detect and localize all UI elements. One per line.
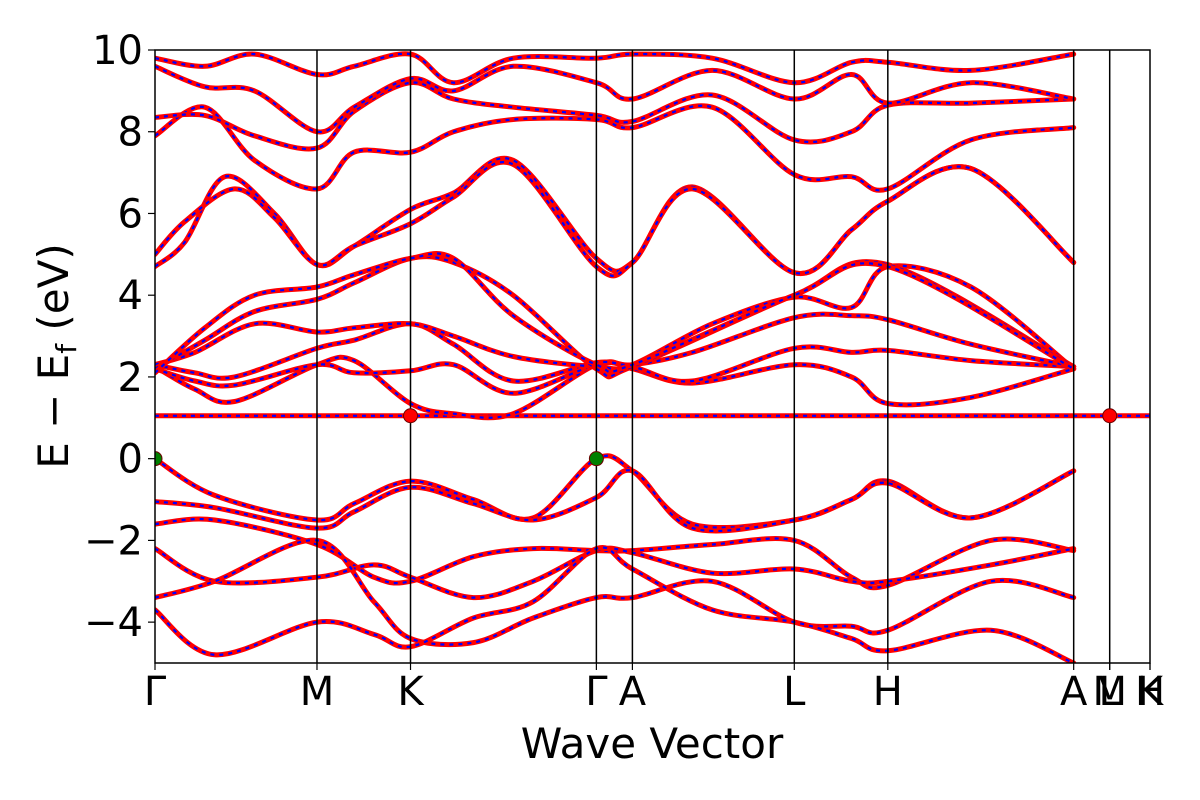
band-line-1	[155, 453, 1077, 531]
x-axis-ticks: Γ M K Γ A L H A LM KH	[144, 663, 1165, 715]
y-tick-label-0: 10	[92, 28, 143, 74]
band-line-dashed-2	[155, 469, 1075, 533]
y-axis-label-main: E − E	[29, 354, 78, 469]
band-line-dashed-12	[155, 252, 1075, 374]
y-tick-label-7: −4	[84, 600, 143, 646]
extremum-marker-3	[1102, 408, 1118, 424]
y-axis-label-sub: f	[50, 343, 83, 354]
x-tick-label-1: M	[300, 669, 335, 715]
x-tick-label-3: Γ	[585, 669, 608, 715]
y-tick-label-3: 4	[118, 273, 143, 319]
x-tick-label-9: M	[1092, 669, 1127, 715]
x-tick-label-7: A	[1060, 669, 1088, 715]
x-axis-label: Wave Vector	[521, 719, 784, 768]
band-line-dashed-14	[155, 161, 1075, 277]
y-tick-label-6: −2	[84, 518, 143, 564]
band-line-dashed-18	[155, 52, 1074, 84]
x-tick-label-4: A	[619, 669, 647, 715]
band-line-13	[155, 155, 1077, 277]
band-lines	[155, 51, 1150, 663]
band-line-10	[155, 263, 1077, 372]
x-tick-label-11: H	[1135, 669, 1165, 715]
x-tick-label-2: K	[397, 669, 425, 715]
band-line-18	[155, 51, 1077, 86]
y-tick-label-4: 2	[118, 355, 143, 401]
y-axis-ticks: 10 8 6 4 2 0 −2 −4	[84, 28, 155, 646]
y-tick-label-1: 8	[118, 110, 143, 156]
y-tick-label-2: 6	[118, 191, 143, 237]
extremum-marker-1	[588, 451, 604, 467]
band-line-dashed-15	[155, 104, 1074, 192]
x-tick-label-6: H	[873, 669, 903, 715]
plot-frame	[154, 49, 1151, 664]
band-line-dashed-10	[155, 264, 1075, 370]
band-line-dashed-7	[155, 356, 1074, 419]
extremum-marker-2	[403, 408, 419, 424]
band-line-14	[155, 159, 1077, 279]
band-line-17	[155, 63, 1077, 135]
kpoint-separators	[316, 50, 1111, 663]
x-tick-label-5: L	[783, 669, 806, 715]
y-axis-label-unit: (eV)	[29, 243, 78, 344]
band-line-dashed-13	[155, 157, 1075, 275]
y-tick-label-5: 0	[118, 437, 143, 483]
x-tick-label-0: Γ	[144, 669, 167, 715]
extremum-marker-0	[155, 451, 163, 467]
x-tick-label-8: L	[1099, 669, 1122, 715]
band-line-16	[155, 80, 1077, 152]
y-axis-label: E − Ef (eV)	[29, 243, 83, 469]
extrema-markers	[155, 408, 1118, 467]
x-tick-label-10: K	[1137, 669, 1165, 715]
band-line-dashed-8	[155, 345, 1074, 395]
